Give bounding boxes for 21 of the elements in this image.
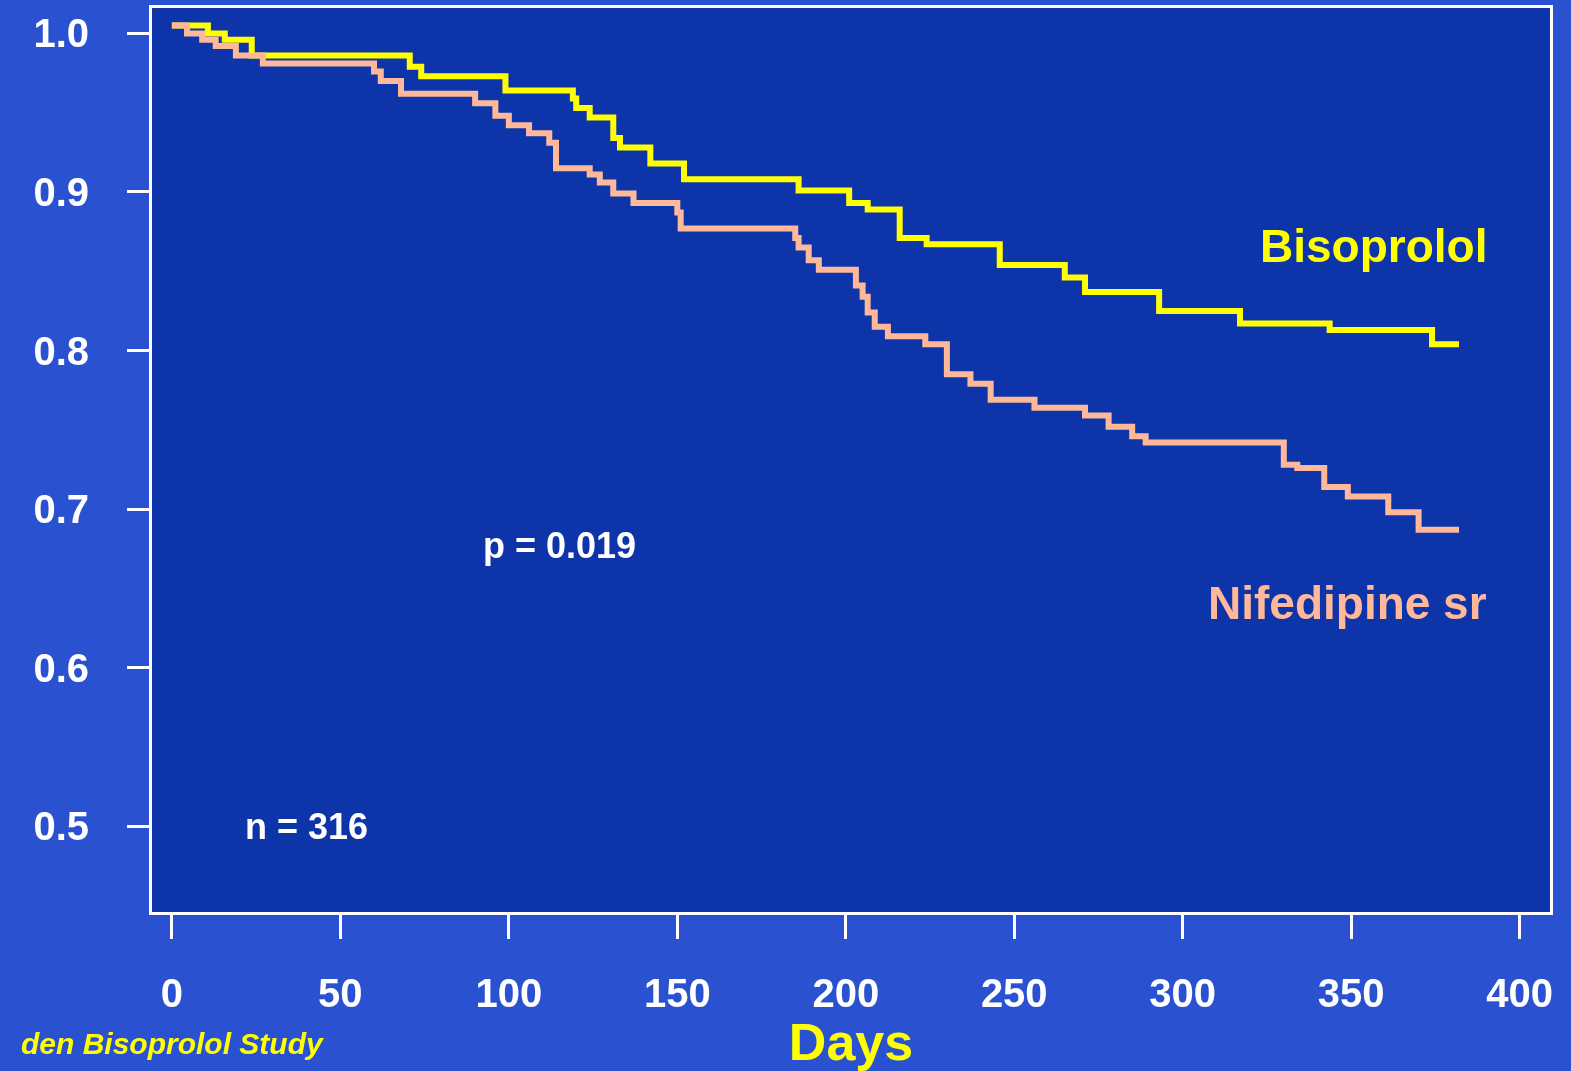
series-label: Bisoprolol <box>1260 220 1488 272</box>
y-tick-label: 0.5 <box>33 804 89 849</box>
y-tick-label: 0.9 <box>33 169 89 214</box>
x-tick-label: 150 <box>643 971 711 1015</box>
x-tick-label: 200 <box>812 971 880 1015</box>
x-tick-label: 100 <box>475 971 543 1015</box>
x-tick-label: 50 <box>318 971 363 1015</box>
series-label: Nifedipine sr <box>1208 577 1487 629</box>
annotation: n = 316 <box>245 806 369 847</box>
text: den Bisoprolol Study <box>21 1027 324 1060</box>
y-tick-label: 0.7 <box>33 487 89 532</box>
x-axis-title: Days <box>788 1013 914 1071</box>
x-tick-label: 300 <box>1149 971 1217 1015</box>
y-tick-label: 0.8 <box>33 328 89 373</box>
annotation: p = 0.019 <box>483 525 637 566</box>
x-tick-label: 350 <box>1317 971 1385 1015</box>
y-tick-label: 1.0 <box>33 11 89 56</box>
x-tick-label: 250 <box>980 971 1048 1015</box>
x-tick-label: 0 <box>160 971 184 1015</box>
y-tick-label: 0.6 <box>33 645 89 690</box>
x-tick-label: 400 <box>1486 971 1554 1015</box>
